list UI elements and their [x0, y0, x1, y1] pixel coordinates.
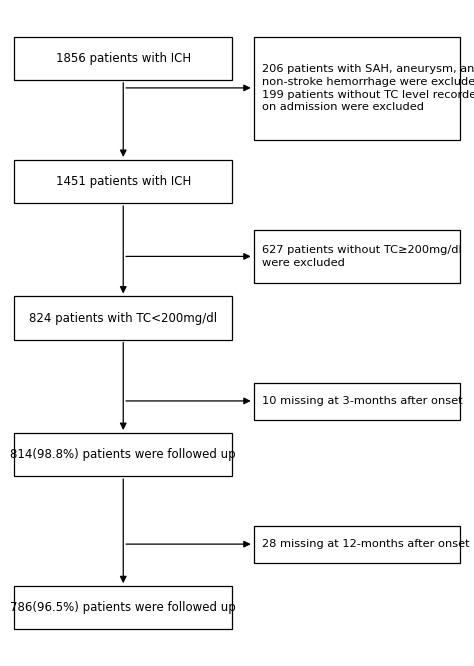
Text: 824 patients with TC<200mg/dl: 824 patients with TC<200mg/dl: [29, 312, 217, 324]
FancyBboxPatch shape: [254, 383, 460, 420]
Text: 28 missing at 12-months after onset: 28 missing at 12-months after onset: [262, 539, 470, 549]
Text: 1856 patients with ICH: 1856 patients with ICH: [55, 52, 191, 65]
FancyBboxPatch shape: [254, 230, 460, 283]
Text: 786(96.5%) patients were followed up: 786(96.5%) patients were followed up: [10, 601, 236, 614]
FancyBboxPatch shape: [14, 296, 232, 340]
FancyBboxPatch shape: [14, 37, 232, 80]
FancyBboxPatch shape: [14, 160, 232, 203]
Text: 1451 patients with ICH: 1451 patients with ICH: [55, 175, 191, 188]
Text: 206 patients with SAH, aneurysm, and
non-stroke hemorrhage were excluded
199 pat: 206 patients with SAH, aneurysm, and non…: [262, 64, 474, 113]
Text: 627 patients without TC≥200mg/dl
were excluded: 627 patients without TC≥200mg/dl were ex…: [262, 245, 462, 268]
FancyBboxPatch shape: [254, 37, 460, 140]
FancyBboxPatch shape: [14, 433, 232, 476]
Text: 814(98.8%) patients were followed up: 814(98.8%) patients were followed up: [10, 448, 236, 461]
Text: 10 missing at 3-months after onset: 10 missing at 3-months after onset: [262, 396, 463, 406]
FancyBboxPatch shape: [254, 526, 460, 563]
FancyBboxPatch shape: [14, 586, 232, 629]
